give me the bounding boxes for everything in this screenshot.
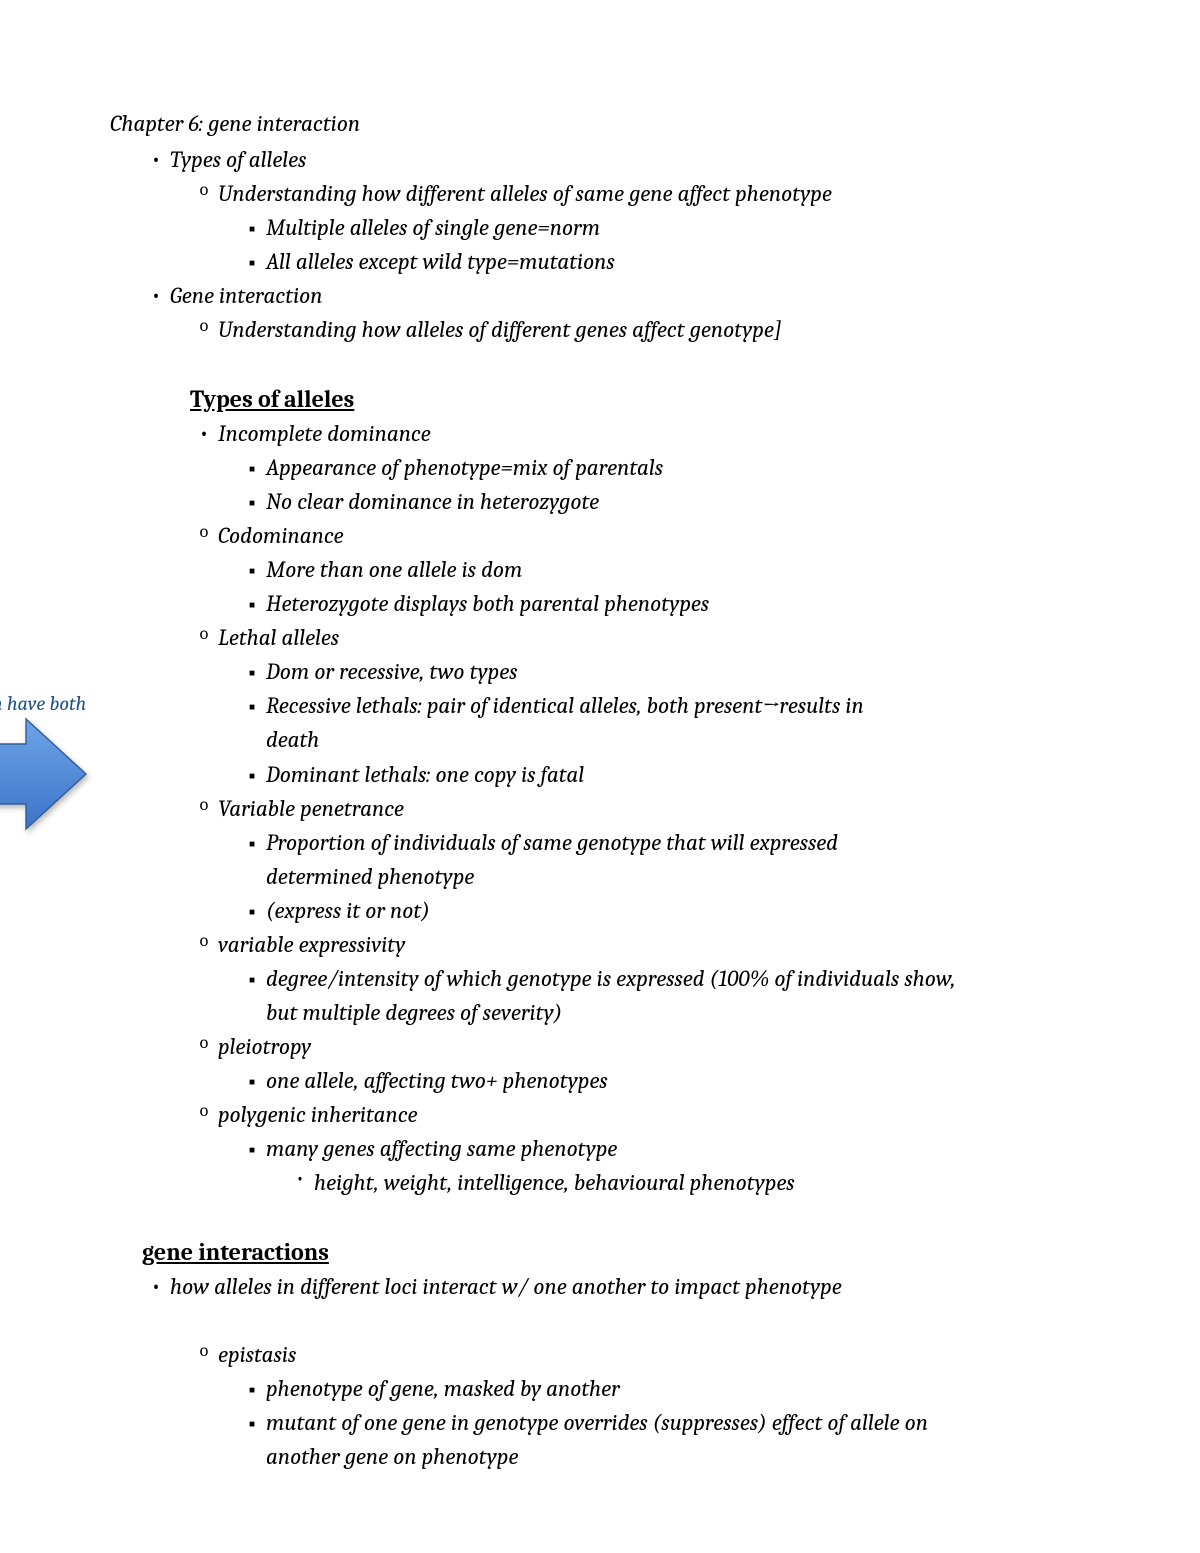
arrow-shape: [0, 719, 86, 829]
epistasis-sub-0: phenotype of gene, masked by another: [238, 1372, 1090, 1406]
arrow-label: Can have both: [0, 692, 86, 715]
types-item-2-sub-2: Dominant lethals: one copy is fatal: [238, 758, 1090, 792]
arrow-right-icon: [0, 714, 116, 864]
types-heading: Types of alleles: [190, 385, 1090, 413]
intro-gene-interaction: Gene interaction Understanding how allel…: [142, 279, 1090, 347]
intro-types-of-alleles: Types of alleles Understanding how diffe…: [142, 143, 1090, 279]
types-item-6-subsub: height, weight, intelligence, behavioura…: [286, 1166, 1090, 1200]
types-item-2-sub-1: Recessive lethals: pair of identical all…: [238, 689, 1090, 757]
intro-gi-desc: Understanding how alleles of different g…: [190, 313, 1090, 347]
intro-types-pt-1: All alleles except wild type=mutations: [238, 245, 1090, 279]
types-item-6: polygenic inheritance many genes affecti…: [190, 1098, 1090, 1200]
interactions-list: how alleles in different loci interact w…: [142, 1270, 1090, 1474]
types-item-0: Incomplete dominance Appearance of pheno…: [190, 417, 1090, 519]
interactions-heading: gene interactions: [142, 1238, 1090, 1266]
types-item-6-sub-0: many genes affecting same phenotype heig…: [238, 1132, 1090, 1200]
interactions-desc: how alleles in different loci interact w…: [142, 1270, 1090, 1474]
types-item-1-sub-1: Heterozygote displays both parental phen…: [238, 587, 1090, 621]
types-item-3: Variable penetrance Proportion of indivi…: [190, 792, 1090, 928]
types-item-5-sub-0: one allele, affecting two+ phenotypes: [238, 1064, 1090, 1098]
document-page: Chapter 6: gene interaction Types of all…: [0, 0, 1200, 1474]
types-item-1: Codominance More than one allele is dom …: [190, 519, 1090, 621]
types-list-cont: Codominance More than one allele is dom …: [190, 519, 1090, 1200]
types-item-4: variable expressivity degree/intensity o…: [190, 928, 1090, 1030]
types-item-5: pleiotropy one allele, affecting two+ ph…: [190, 1030, 1090, 1098]
epistasis: epistasis phenotype of gene, masked by a…: [190, 1338, 1090, 1474]
types-item-2: Lethal alleles Dom or recessive, two typ…: [190, 621, 1090, 791]
intro-list: Types of alleles Understanding how diffe…: [142, 143, 1090, 347]
arrow-callout: Can have both: [0, 692, 136, 872]
intro-types-pt-0: Multiple alleles of single gene=norm: [238, 211, 1090, 245]
intro-gi-label: Gene interaction: [170, 279, 323, 313]
chapter-title: Chapter 6: gene interaction: [110, 110, 1090, 137]
types-item-0-label: Incomplete dominance: [218, 417, 431, 451]
types-item-4-sub-0: degree/intensity of which genotype is ex…: [238, 962, 1090, 1030]
epistasis-sub-1: mutant of one gene in genotype overrides…: [238, 1406, 1090, 1474]
types-item-0-sub-1: No clear dominance in heterozygote: [238, 485, 1090, 519]
intro-types-label: Types of alleles: [170, 143, 306, 177]
intro-types-desc: Understanding how different alleles of s…: [190, 177, 1090, 279]
types-item-3-sub-1: (express it or not): [238, 894, 1090, 928]
types-item-2-sub-0: Dom or recessive, two types: [238, 655, 1090, 689]
types-item-3-sub-0: Proportion of individuals of same genoty…: [238, 826, 1090, 894]
types-item-0-sub-0: Appearance of phenotype=mix of parentals: [238, 451, 1090, 485]
types-item-1-sub-0: More than one allele is dom: [238, 553, 1090, 587]
types-list: Incomplete dominance Appearance of pheno…: [190, 417, 1090, 519]
